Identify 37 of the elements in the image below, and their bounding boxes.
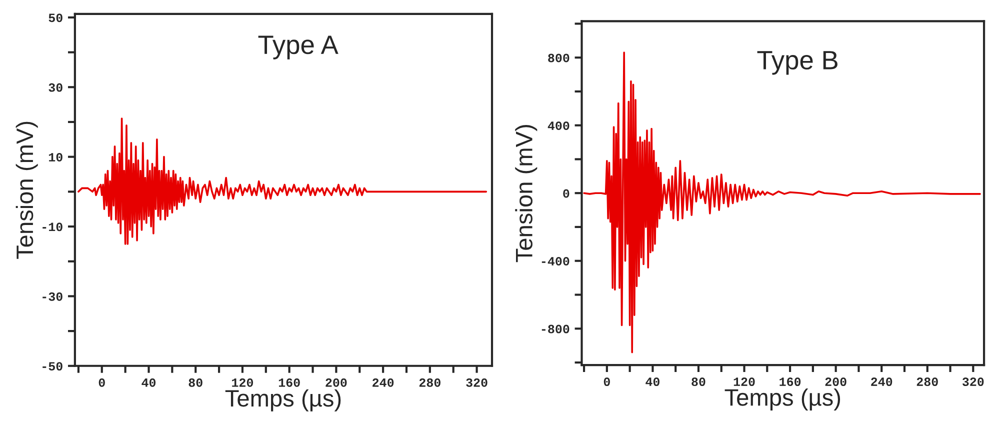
x-tick-label: 160: [278, 378, 300, 387]
y-axis-title: Tension (mV): [515, 125, 538, 262]
x-tick-label: 0: [604, 378, 610, 386]
x-axis-title: Temps (µs): [225, 389, 341, 412]
x-tick-label: 200: [326, 378, 347, 387]
y-tick-label: 0: [563, 189, 570, 198]
x-tick-label: 40: [646, 378, 660, 386]
x-tick-label: 80: [188, 378, 202, 387]
x-tick-label: 280: [916, 378, 938, 386]
line-series: [78, 118, 488, 245]
x-tick-label: 280: [419, 378, 440, 387]
line-series: [583, 52, 981, 354]
x-tick-label: 0: [98, 378, 105, 387]
y-tick-label: 10: [48, 152, 62, 162]
y-tick-label: 400: [548, 122, 570, 130]
y-tick-label: -400: [542, 257, 570, 266]
x-tick-label: 40: [142, 378, 156, 387]
y-tick-label: -800: [542, 324, 570, 334]
x-tick-label: 80: [692, 378, 706, 386]
x-tick-label: 240: [871, 378, 892, 386]
x-tick-label: 200: [825, 378, 846, 386]
text: Type B: [757, 51, 838, 75]
y-tick-label: -10: [42, 222, 62, 232]
x-tick-label: 120: [232, 378, 253, 387]
x-tick-label: 240: [372, 378, 394, 387]
y-tick-label: 50: [48, 14, 62, 22]
y-tick-label: 800: [548, 54, 570, 62]
x-tick-label: 160: [780, 378, 801, 386]
text: Type A: [258, 36, 338, 60]
x-tick-label: 320: [466, 378, 488, 387]
y-tick-label: -30: [42, 292, 62, 301]
y-tick-label: -50: [42, 362, 62, 371]
y-tick-label: 30: [48, 83, 62, 92]
y-axis-title: Tension (mV): [16, 122, 38, 259]
x-tick-label: 320: [962, 378, 984, 386]
x-axis-title: Temps (µs): [724, 388, 840, 411]
x-tick-label: 120: [734, 378, 755, 386]
